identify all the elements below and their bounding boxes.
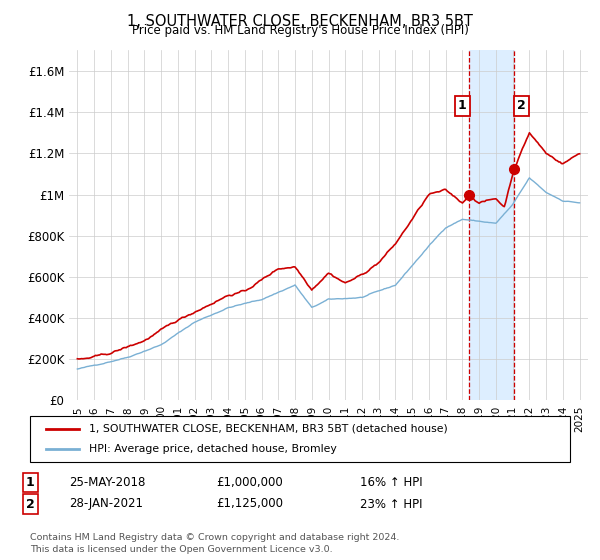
Bar	[469, 50, 514, 400]
Text: 1: 1	[458, 100, 467, 113]
Text: 1, SOUTHWATER CLOSE, BECKENHAM, BR3 5BT (detached house): 1, SOUTHWATER CLOSE, BECKENHAM, BR3 5BT …	[89, 424, 448, 434]
Text: HPI: Average price, detached house, Bromley: HPI: Average price, detached house, Brom…	[89, 444, 337, 454]
Text: 28-JAN-2021: 28-JAN-2021	[69, 497, 143, 511]
Text: 2: 2	[26, 497, 34, 511]
Text: £1,000,000: £1,000,000	[216, 476, 283, 489]
Text: 16% ↑ HPI: 16% ↑ HPI	[360, 476, 422, 489]
Text: 23% ↑ HPI: 23% ↑ HPI	[360, 497, 422, 511]
Text: Price paid vs. HM Land Registry's House Price Index (HPI): Price paid vs. HM Land Registry's House …	[131, 24, 469, 37]
Text: 1: 1	[26, 476, 34, 489]
FancyBboxPatch shape	[30, 416, 570, 462]
Text: 1, SOUTHWATER CLOSE, BECKENHAM, BR3 5BT: 1, SOUTHWATER CLOSE, BECKENHAM, BR3 5BT	[127, 14, 473, 29]
Text: 25-MAY-2018: 25-MAY-2018	[69, 476, 145, 489]
Text: £1,125,000: £1,125,000	[216, 497, 283, 511]
Text: Contains HM Land Registry data © Crown copyright and database right 2024.
This d: Contains HM Land Registry data © Crown c…	[30, 533, 400, 554]
Text: 2: 2	[517, 100, 526, 113]
